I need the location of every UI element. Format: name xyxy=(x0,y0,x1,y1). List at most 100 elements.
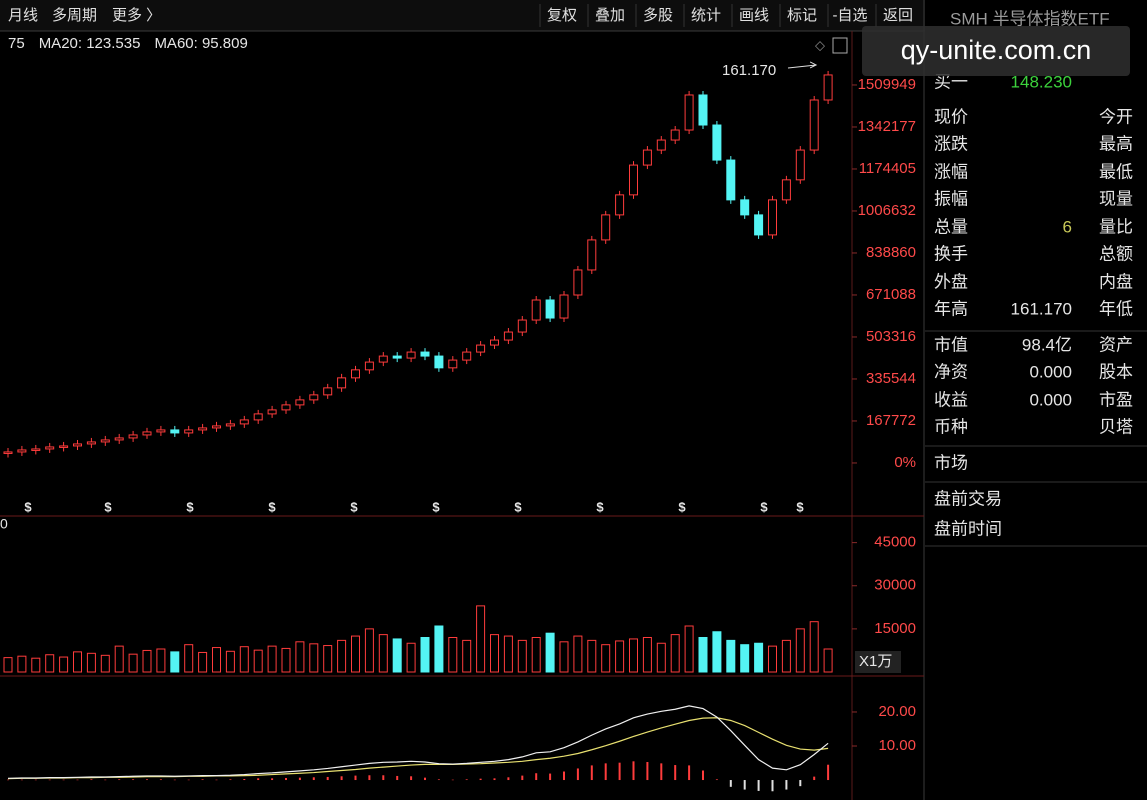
volume-bar xyxy=(253,649,263,673)
macd-bar xyxy=(465,779,468,781)
macd-bar xyxy=(521,775,524,781)
toolbar-button[interactable]: 复权 xyxy=(547,6,577,24)
field-label: 币种 xyxy=(934,417,968,436)
volume-bar xyxy=(629,638,638,673)
candle xyxy=(142,431,152,436)
macd-bar xyxy=(771,780,774,792)
unit-label: X1万 xyxy=(859,653,892,670)
candle xyxy=(3,451,13,454)
candle xyxy=(642,149,652,166)
macd-bar xyxy=(215,779,218,781)
macd-bar xyxy=(799,780,802,787)
candle xyxy=(225,423,235,427)
volume-bar xyxy=(823,648,833,673)
footer-item[interactable]: 盘前时间 xyxy=(934,519,1002,538)
y-tick-label: 838860 xyxy=(866,244,916,261)
volume-bar xyxy=(364,628,374,673)
toolbar-button[interactable]: 叠加 xyxy=(595,7,625,24)
toolbar-button[interactable]: 统计 xyxy=(691,7,721,24)
y-tick-label: 1342177 xyxy=(858,118,916,135)
annotation-arrow xyxy=(787,61,818,69)
toolbar-button[interactable]: 返回 xyxy=(883,7,913,24)
macd-bar xyxy=(62,779,65,781)
macd-bar xyxy=(159,779,162,781)
macd-bar xyxy=(646,761,649,781)
toolbar-button[interactable]: -自选 xyxy=(833,7,868,24)
macd-bar xyxy=(715,779,718,781)
macd-bar xyxy=(451,779,454,781)
volume-bar xyxy=(323,645,333,673)
toolbar-item[interactable]: 更多 〉 xyxy=(112,7,161,24)
dividend-marker: $ xyxy=(760,499,768,514)
volume-bar xyxy=(267,645,277,673)
volume-bar xyxy=(615,640,625,673)
candle xyxy=(629,164,638,196)
candle xyxy=(406,351,416,359)
field-label: 贝塔 xyxy=(1099,417,1133,436)
volume-bar xyxy=(406,642,416,673)
dif-line xyxy=(7,705,829,779)
volume-bar xyxy=(114,645,124,673)
macd-bar xyxy=(785,780,788,790)
dividend-marker: $ xyxy=(104,499,112,514)
footer-item[interactable]: 盘前交易 xyxy=(934,489,1002,508)
macd-bar xyxy=(173,779,176,781)
volume-bar xyxy=(559,641,569,673)
toolbar-item[interactable]: 月线 xyxy=(8,7,38,24)
candle xyxy=(100,439,110,443)
ma-label: MA60: 95.809 xyxy=(154,35,247,52)
dividend-marker: $ xyxy=(186,499,194,514)
volume-bar xyxy=(448,637,458,673)
y-tick-label: 1006632 xyxy=(858,202,916,219)
volume-bar xyxy=(420,637,430,673)
field-label: 涨幅 xyxy=(934,162,968,181)
candle xyxy=(545,299,555,319)
field-label: 市盈 xyxy=(1099,390,1133,409)
volume-bar xyxy=(726,639,736,673)
macd-bar xyxy=(660,763,663,781)
layout-icon[interactable] xyxy=(832,37,848,54)
candle xyxy=(823,74,833,101)
dividend-marker: $ xyxy=(268,499,276,514)
field-value: 0.000 xyxy=(1029,362,1072,381)
macd-bar xyxy=(424,777,426,781)
dividend-marker: $ xyxy=(514,499,522,514)
candle xyxy=(573,269,583,296)
toolbar-button[interactable]: 多股 xyxy=(643,7,673,24)
volume-bar xyxy=(225,650,235,673)
macd-bar xyxy=(632,761,635,781)
macd-bar xyxy=(743,780,746,790)
candle xyxy=(364,361,374,371)
y-tick-label: 167772 xyxy=(866,412,916,429)
volume-bar xyxy=(45,654,55,673)
toolbar-button[interactable]: 标记 xyxy=(787,7,817,24)
candle xyxy=(128,434,138,439)
macd-bar xyxy=(104,779,107,781)
toolbar-button[interactable]: 画线 xyxy=(739,7,769,24)
volume-bar xyxy=(281,647,291,673)
candle xyxy=(239,419,249,425)
field-label: 年高 xyxy=(934,299,968,318)
security-title: SMH 半导体指数ETF xyxy=(950,9,1110,28)
volume-bar xyxy=(768,645,777,673)
candle xyxy=(726,159,736,201)
field-label: 年低 xyxy=(1099,299,1133,318)
volume-bar xyxy=(740,644,750,673)
diamond-icon[interactable]: ◇ xyxy=(815,37,825,52)
macd-bar xyxy=(354,775,357,781)
y-tick-label: 45000 xyxy=(874,534,916,551)
dividend-marker: $ xyxy=(350,499,358,514)
field-label: 今开 xyxy=(1099,107,1133,126)
volume-bar xyxy=(337,639,347,673)
candle xyxy=(351,369,360,379)
volume-bar xyxy=(684,625,694,673)
field-label: 现量 xyxy=(1099,189,1133,208)
volume-bar xyxy=(795,628,805,673)
candle xyxy=(503,331,513,341)
macd-bar xyxy=(132,779,135,781)
candle xyxy=(656,139,666,151)
macd-bar xyxy=(368,775,371,781)
macd-bar xyxy=(702,770,704,781)
field-label: 收益 xyxy=(934,390,968,409)
toolbar-item[interactable]: 多周期 xyxy=(52,7,97,24)
